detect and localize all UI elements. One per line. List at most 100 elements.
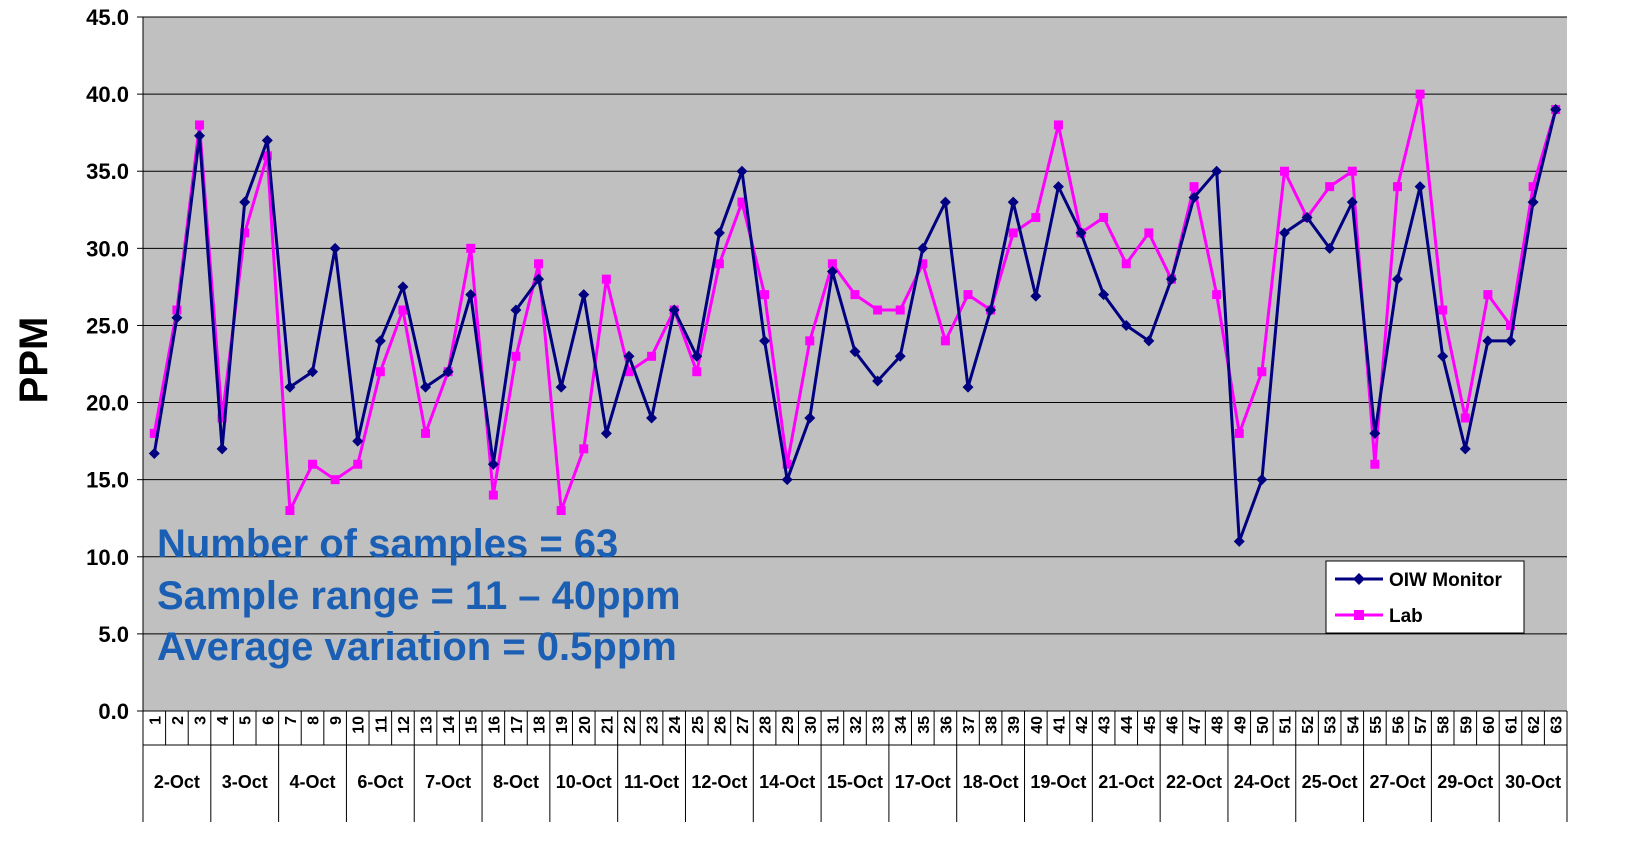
- lab-point: [1212, 290, 1222, 300]
- oiw-monitor-point: [1504, 335, 1516, 347]
- x-group-label: 7-Oct: [425, 772, 471, 792]
- oiw-monitor-point: [1030, 290, 1042, 302]
- x-tick-label: 18: [532, 716, 549, 734]
- x-tick-label: 31: [825, 716, 842, 734]
- x-tick-label: 55: [1368, 716, 1385, 734]
- oiw-monitor-point: [1346, 196, 1358, 208]
- x-tick-label: 40: [1029, 716, 1046, 734]
- oiw-monitor-point: [1120, 319, 1132, 331]
- lab-point: [308, 459, 318, 469]
- x-tick-label: 10: [351, 716, 368, 734]
- x-group-label: 4-Oct: [290, 772, 336, 792]
- lab-point: [1325, 182, 1335, 192]
- oiw-monitor-point: [465, 289, 477, 301]
- oiw-monitor-point: [171, 312, 183, 324]
- oiw-monitor-point: [1459, 443, 1471, 455]
- x-tick-label: 8: [306, 716, 323, 725]
- x-group-label: 17-Oct: [895, 772, 951, 792]
- y-tick-label: 20.0: [86, 391, 129, 416]
- oiw-monitor-point: [1527, 196, 1539, 208]
- x-tick-label: 22: [622, 716, 639, 734]
- x-tick-label: 54: [1345, 716, 1362, 734]
- lab-point: [1347, 166, 1357, 176]
- lab-point: [1460, 413, 1470, 423]
- x-tick-label: 3: [193, 716, 210, 725]
- lab-point: [217, 413, 227, 423]
- lab-point: [375, 367, 385, 377]
- oiw-monitor-point: [533, 273, 545, 285]
- lab-point: [195, 120, 205, 130]
- lab-point: [1370, 459, 1380, 469]
- lab-point: [1257, 367, 1267, 377]
- y-tick-label: 5.0: [98, 622, 129, 647]
- lab-point: [873, 305, 883, 315]
- lab-point: [1438, 305, 1448, 315]
- legend: OIW Monitor Lab: [1325, 560, 1525, 634]
- x-tick-label: 33: [871, 716, 888, 734]
- oiw-monitor-point: [781, 474, 793, 486]
- lab-point: [714, 259, 724, 269]
- oiw-monitor-point: [736, 165, 748, 177]
- lab-point: [1415, 89, 1425, 99]
- lab-point: [579, 444, 589, 454]
- x-group-label: 18-Oct: [963, 772, 1019, 792]
- lab-point: [850, 290, 860, 300]
- lab-point: [1144, 228, 1154, 238]
- lab-point: [353, 459, 363, 469]
- x-tick-label: 7: [283, 716, 300, 725]
- x-group-label: 12-Oct: [691, 772, 747, 792]
- lab-point: [240, 228, 250, 238]
- x-tick-label: 39: [1006, 716, 1023, 734]
- x-tick-label: 4: [215, 716, 232, 725]
- oiw-monitor-point: [1007, 196, 1019, 208]
- x-group-label: 25-Oct: [1302, 772, 1358, 792]
- oiw-monitor-point: [646, 412, 658, 424]
- x-axis: 1 2 3 4 5 6 7 8 9 10 11 12 13 14 15 16 17 18 19 20 21 22 23 24 2…: [142, 710, 1568, 822]
- oiw-monitor-point: [826, 265, 838, 277]
- oiw-monitor-point: [1211, 165, 1223, 177]
- x-tick-label: 35: [916, 716, 933, 734]
- oiw-monitor-point: [1233, 535, 1245, 547]
- lab-point: [1392, 182, 1402, 192]
- x-group-label: 22-Oct: [1166, 772, 1222, 792]
- x-tick-label: 53: [1323, 716, 1340, 734]
- oiw-monitor-point: [623, 350, 635, 362]
- x-tick-label: 16: [486, 716, 503, 734]
- oiw-monitor-point: [148, 447, 160, 459]
- oiw-monitor-point: [442, 366, 454, 378]
- oiw-monitor-point: [1143, 335, 1155, 347]
- lab-point: [534, 259, 544, 269]
- oiw-monitor-point: [894, 350, 906, 362]
- x-group-label: 19-Oct: [1030, 772, 1086, 792]
- x-tick-label: 41: [1051, 716, 1068, 734]
- x-group-label: 15-Oct: [827, 772, 883, 792]
- x-tick-label: 27: [735, 716, 752, 734]
- x-tick-label: 28: [758, 716, 775, 734]
- x-tick-label: 63: [1549, 716, 1566, 734]
- x-tick-label: 48: [1210, 716, 1227, 734]
- lab-point: [624, 367, 634, 377]
- lab-point: [1279, 166, 1289, 176]
- series-layer: [148, 89, 1562, 547]
- oiw-monitor-point: [329, 242, 341, 254]
- oiw-monitor-point: [1414, 181, 1426, 193]
- x-tick-label: 37: [961, 716, 978, 734]
- oiw-monitor-point: [1482, 335, 1494, 347]
- x-tick-label: 30: [803, 716, 820, 734]
- oiw-monitor-point: [1278, 227, 1290, 239]
- oiw-monitor-point: [1098, 289, 1110, 301]
- x-tick-label: 45: [1142, 716, 1159, 734]
- x-tick-label: 57: [1413, 716, 1430, 734]
- x-tick-label: 43: [1097, 716, 1114, 734]
- y-tick-label: 15.0: [86, 468, 129, 493]
- oiw-monitor-point: [261, 134, 273, 146]
- lab-point: [1505, 320, 1515, 330]
- y-tick-label: 30.0: [86, 236, 129, 261]
- legend-marker-oiw: [1353, 573, 1365, 585]
- x-tick-label: 23: [645, 716, 662, 734]
- oiw-monitor-point: [487, 458, 499, 470]
- oiw-monitor-point: [713, 227, 725, 239]
- oiw-monitor-point: [194, 130, 206, 142]
- x-group-label: 3-Oct: [222, 772, 268, 792]
- x-tick-label: 51: [1277, 716, 1294, 734]
